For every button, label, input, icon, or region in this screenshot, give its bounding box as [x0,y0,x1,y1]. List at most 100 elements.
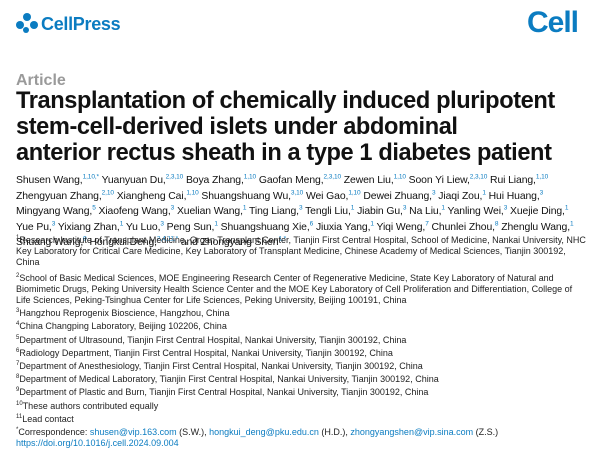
author-name: Ting Liang,3 [249,204,303,217]
affiliation-text: Radiology Department, Tianjin First Cent… [19,347,393,358]
author-name: Xiangheng Cai,1,10 [116,189,199,202]
author-affiliation-marker[interactable]: 1 [482,189,486,197]
author-name-text: Shuangshuang Xie, [220,221,310,233]
author-name: Chunlei Zhou,8 [432,220,499,232]
author-affiliation-marker[interactable]: 2,3,10 [469,174,488,181]
correspondence-label: Correspondence: [18,427,88,438]
author-name: Rui Liang,1,10 [490,174,549,187]
author-name: Jiaqi Zou,1 [438,189,486,201]
correspondence-email-link[interactable]: zhongyangshen@vip.sina.com [350,427,474,438]
author-affiliation-marker[interactable]: 2,10 [101,189,114,197]
affiliation-number: 11 [16,413,23,420]
author-name: Boya Zhang,1,10 [186,174,257,186]
author-affiliation-marker[interactable]: 1 [242,204,247,212]
author-name: Shuangshuang Xie,6 [220,220,314,233]
author-affiliation-marker[interactable]: 1 [570,220,574,228]
author-name-text: Shuangshuang Wu, [201,190,291,202]
cellpress-logo[interactable]: CellPress [16,13,121,35]
author-affiliation-marker[interactable]: 3 [539,189,544,197]
affiliation-number: 1 [16,235,20,241]
author-affiliation-marker[interactable]: 1 [214,220,218,228]
author-name-text: Yiqi Weng, [376,221,426,233]
correspondence-initials: (H.D.), [321,427,348,438]
affiliation-text: School of Basic Medical Sciences, MOE En… [16,272,573,306]
page-header: CellPress Cell [0,0,600,50]
correspondence-entries: shusen@vip.163.com (S.W.), hongkui_deng@… [90,427,498,437]
author-name-text: Zhengyuan Zhang, [16,190,102,202]
author-affiliation-marker[interactable]: 2,3,10 [165,174,184,181]
author-name: Tengli Liu,1 [305,204,355,217]
doi-line: https://doi.org/10.1016/j.cell.2024.09.0… [16,438,588,449]
affiliation-text: Lead contact [22,413,74,424]
author-name-text: Xiaofeng Wang, [98,206,171,218]
author-affiliation-marker[interactable]: 1 [119,220,124,228]
author-affiliation-marker[interactable]: 1,10 [348,189,361,197]
author-name-text: Shuang Wang, [16,237,84,249]
author-name-text: Xuelian Wang, [176,206,243,218]
affiliation-number: 9 [16,387,20,394]
correspondence-initials: (Z.S.) [475,427,499,438]
author-affiliation-marker[interactable]: 8 [494,220,499,228]
author-affiliation-marker[interactable]: 3 [160,220,164,228]
affiliations: 1Research Institute of Transplant Medici… [16,233,588,449]
author-affiliation-marker[interactable]: 2,3,10 [323,174,342,181]
affiliation-text: Hangzhou Reprogenix Bioscience, Hangzhou… [19,308,230,319]
author-name-text: Rui Liang, [490,175,536,187]
affiliation-number: 3 [16,308,20,315]
affiliation-item: 1Research Institute of Transplant Medici… [16,233,588,269]
author-affiliation-marker[interactable]: 1,* [278,235,287,243]
author-name: Gaofan Meng,2,3,10 [259,174,342,186]
author-name-text: Yuanyuan Du, [101,175,166,187]
author-affiliation-marker[interactable]: 1 [350,204,355,212]
author-name-text: Hongkui Deng, [89,237,157,249]
author-name: Shusen Wang,1,10,* [16,174,99,186]
author-affiliation-marker[interactable]: 1 [370,220,374,228]
affiliation-item: 5Department of Ultrasound, Tianjin First… [16,333,588,346]
doi-link[interactable]: https://doi.org/10.1016/j.cell.2024.09.0… [16,438,179,449]
author-affiliation-marker[interactable]: 6 [309,220,314,228]
title-line: anterior rectus sheath in a type 1 diabe… [16,140,552,166]
author-name: Yanling Wei,3 [448,204,508,217]
author-list: Shusen Wang,1,10,* Yuanyuan Du,2,3,10 Bo… [16,172,586,249]
article-type-label: Article [16,72,66,89]
author-affiliation-marker[interactable]: 1,10 [243,174,257,181]
author-name: Zhengyuan Zhang,2,10 [16,189,114,202]
author-name-text: Jiabin Gu, [357,206,403,218]
author-name: Shuangshuang Wu,3,10 [201,189,304,202]
author-affiliation-marker[interactable]: 3 [503,204,508,212]
author-affiliation-marker[interactable]: 3 [51,220,56,228]
author-affiliation-marker[interactable]: 3 [298,204,303,212]
affiliation-item: 8Department of Medical Laboratory, Tianj… [16,372,588,385]
affiliation-item: 6Radiology Department, Tianjin First Cen… [16,346,588,359]
author-affiliation-marker[interactable]: 5 [92,204,96,212]
correspondence-email-link[interactable]: shusen@vip.163.com [89,427,177,438]
author-name-text: Yue Pu, [16,221,52,233]
affiliation-text: Department of Medical Laboratory, Tianji… [19,374,439,385]
author-affiliation-marker[interactable]: 3,10 [290,189,304,197]
author-affiliation-marker[interactable]: 7 [425,220,429,228]
author-affiliation-marker[interactable]: 1,10,* [82,174,99,181]
author-name: Mingyang Wang,5 [16,204,96,217]
affiliation-text: Department of Plastic and Burn, Tianjin … [19,387,429,398]
author-affiliation-marker[interactable]: 1,10 [393,174,406,181]
title-line: Transplantation of chemically induced pl… [16,88,555,114]
author-affiliation-marker[interactable]: 3 [431,189,436,197]
author-name-text: Wei Gao, [305,190,349,202]
author-name-text: Xuejie Ding, [510,206,565,218]
author-affiliation-marker[interactable]: 1 [564,204,569,212]
author-affiliation-marker[interactable]: 2,4,11,* [156,235,179,243]
author-name: Jiabin Gu,3 [357,204,407,218]
author-affiliation-marker[interactable]: 3 [170,204,175,212]
cellpress-wordmark: CellPress [41,13,121,34]
author-name-text: Hui Huang, [488,190,540,202]
author-name-text: Soon Yi Liew, [408,175,470,187]
author-affiliation-marker[interactable]: 1,10 [186,189,199,197]
author-affiliation-marker[interactable]: 1 [441,204,445,212]
affiliation-text: These authors contributed equally [22,400,159,411]
author-affiliation-marker[interactable]: 1,10 [535,174,549,181]
author-name-text: Xiangheng Cai, [116,190,187,202]
correspondence-email-link[interactable]: hongkui_deng@pku.edu.cn [209,427,319,438]
cell-journal-logo[interactable]: Cell [526,6,579,39]
author-affiliation-marker[interactable]: 9 [83,235,87,243]
author-affiliation-marker[interactable]: 3 [402,204,407,212]
